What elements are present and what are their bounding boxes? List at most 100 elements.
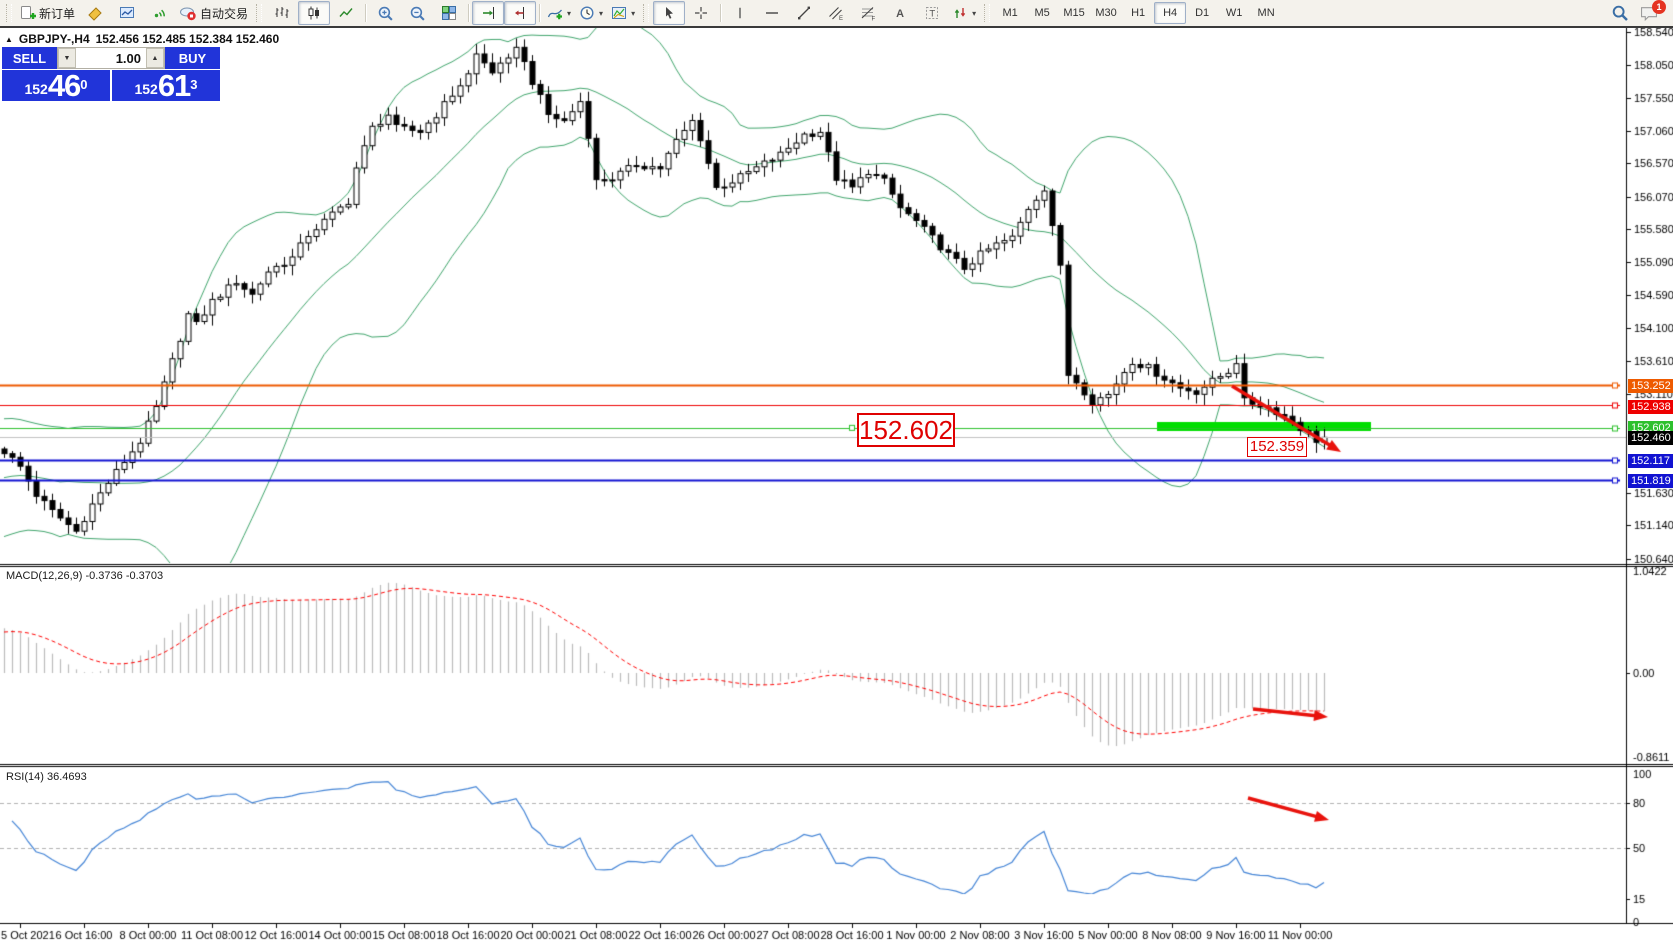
- channel-icon: E: [828, 5, 844, 21]
- crosshair-icon: [693, 5, 709, 21]
- fibonacci-icon: F: [860, 5, 876, 21]
- price-tag: 152.117: [1628, 454, 1673, 468]
- templates-button[interactable]: ▾: [607, 1, 639, 25]
- chart-shift-button[interactable]: [504, 1, 537, 25]
- auto-scroll-icon: [480, 5, 496, 21]
- timeframe-d1[interactable]: D1: [1195, 7, 1210, 19]
- buy-price-big: 61: [157, 68, 191, 103]
- one-click-trading-panel: SELL ▼ 1.00 ▲ BUY 152 46 0 152 61 3: [2, 47, 220, 101]
- dropdown-caret: ▾: [567, 8, 572, 18]
- sell-price-big: 46: [47, 68, 81, 103]
- crosshair-tool-button[interactable]: [685, 1, 717, 25]
- vertical-line-tool[interactable]: [724, 1, 756, 25]
- volume-value[interactable]: 1.00: [115, 50, 141, 66]
- buy-price-base: 152: [134, 81, 158, 97]
- indicators-button[interactable]: ▾: [543, 1, 575, 25]
- volume-increase-button[interactable]: ▲: [146, 48, 164, 68]
- timeframe-mn[interactable]: MN: [1257, 7, 1275, 19]
- text-a-icon: A: [893, 5, 907, 21]
- sell-price-box[interactable]: 152 46 0: [2, 70, 110, 101]
- chart-canvas[interactable]: [0, 28, 1673, 947]
- timeframe-m15[interactable]: M15: [1063, 7, 1085, 19]
- text-tool[interactable]: A: [884, 1, 916, 25]
- fibonacci-tool[interactable]: F: [852, 1, 884, 25]
- market-depth-button[interactable]: [111, 1, 143, 25]
- timeframe-m5[interactable]: M5: [1034, 7, 1050, 19]
- sell-price-base: 152: [24, 81, 48, 97]
- toolbar-grip[interactable]: [6, 4, 12, 22]
- dropdown-caret: ▾: [631, 8, 636, 18]
- bar-chart-button[interactable]: [266, 1, 298, 25]
- buy-price-box[interactable]: 152 61 3: [112, 70, 220, 101]
- auto-scroll-button[interactable]: [472, 1, 505, 25]
- timeframe-m30[interactable]: M30: [1095, 7, 1117, 19]
- text-label-tool[interactable]: T: [916, 1, 948, 25]
- vline-icon: [733, 5, 747, 21]
- arrows-tool[interactable]: ▾: [948, 1, 980, 25]
- tile-windows-icon: [441, 5, 457, 21]
- timeframe-w1[interactable]: W1: [1225, 7, 1243, 19]
- horizontal-line-tool[interactable]: [756, 1, 788, 25]
- toolbar-separator: [539, 4, 541, 22]
- hline-icon: [764, 5, 780, 21]
- autotrade-button[interactable]: 自动交易: [175, 1, 252, 25]
- svg-text:E: E: [839, 16, 843, 21]
- symbols-button[interactable]: [79, 1, 111, 25]
- timeframe-h4[interactable]: H4: [1154, 2, 1187, 24]
- trendline-tool[interactable]: [788, 1, 820, 25]
- signal-icon: [151, 5, 167, 21]
- notifications-button[interactable]: 1: [1639, 0, 1666, 22]
- sell-price-sup: 0: [80, 77, 88, 92]
- sell-button[interactable]: SELL: [2, 47, 57, 69]
- timeframe-h1[interactable]: H1: [1131, 7, 1146, 19]
- search-icon[interactable]: [1611, 4, 1629, 22]
- new-order-label: 新订单: [39, 6, 76, 21]
- timeframe-m1[interactable]: M1: [1002, 7, 1018, 19]
- toolbar-grip[interactable]: [984, 4, 991, 22]
- toolbar-grip[interactable]: [256, 4, 263, 22]
- add-indicator-icon: [547, 5, 563, 21]
- tag-icon: [87, 5, 103, 21]
- price-tag: 151.819: [1628, 474, 1673, 488]
- symbol-info-line: ▲ GBPJPY-,H4 152.456 152.485 152.384 152…: [5, 32, 279, 46]
- candles-icon: [306, 5, 322, 21]
- svg-text:F: F: [872, 17, 876, 22]
- rsi-indicator-label: RSI(14) 36.4693: [6, 771, 87, 783]
- dropdown-caret: ▾: [972, 8, 977, 18]
- collapse-panel-icon[interactable]: ▲: [5, 34, 13, 44]
- buy-button[interactable]: BUY: [165, 47, 220, 69]
- chart-shift-icon: [512, 5, 528, 21]
- symbol-name: GBPJPY-,H4: [18, 32, 90, 46]
- zoom-out-button[interactable]: [401, 1, 433, 25]
- line-chart-button[interactable]: [330, 1, 362, 25]
- volume-decrease-button[interactable]: ▼: [58, 48, 76, 68]
- signals-button[interactable]: [143, 1, 175, 25]
- price-tag: 152.938: [1628, 400, 1673, 414]
- tile-windows-button[interactable]: [433, 1, 465, 25]
- clock-icon: [579, 5, 595, 21]
- periods-button[interactable]: ▾: [575, 1, 607, 25]
- zoom-out-icon: [409, 5, 426, 22]
- zoom-in-icon: [377, 5, 394, 22]
- main-toolbar: 新订单 自动交易: [0, 0, 1673, 28]
- arrows-icon: [952, 5, 968, 21]
- symbol-ohlc-values: 152.456 152.485 152.384 152.460: [95, 32, 280, 46]
- toolbar-grip[interactable]: [643, 4, 650, 22]
- autotrade-label: 自动交易: [200, 6, 249, 21]
- price-tag-bid: 152.460: [1628, 431, 1673, 445]
- cursor-tool-button[interactable]: [653, 1, 686, 25]
- chart-window: ▲ GBPJPY-,H4 152.456 152.485 152.384 152…: [0, 28, 1673, 947]
- candlestick-chart-button[interactable]: [298, 1, 331, 25]
- cursor-icon: [661, 5, 677, 21]
- text-label-icon: T: [924, 5, 940, 21]
- toolbar-separator: [365, 4, 367, 22]
- toolbar-separator: [720, 4, 722, 22]
- level-annotation-large[interactable]: 152.602: [857, 413, 955, 447]
- new-order-icon: [20, 5, 36, 21]
- zoom-in-button[interactable]: [369, 1, 401, 25]
- svg-text:A: A: [896, 8, 904, 20]
- level-annotation-small[interactable]: 152.359: [1247, 437, 1307, 457]
- new-order-button[interactable]: 新订单: [16, 1, 79, 25]
- channel-tool[interactable]: E: [820, 1, 852, 25]
- template-icon: [611, 5, 627, 21]
